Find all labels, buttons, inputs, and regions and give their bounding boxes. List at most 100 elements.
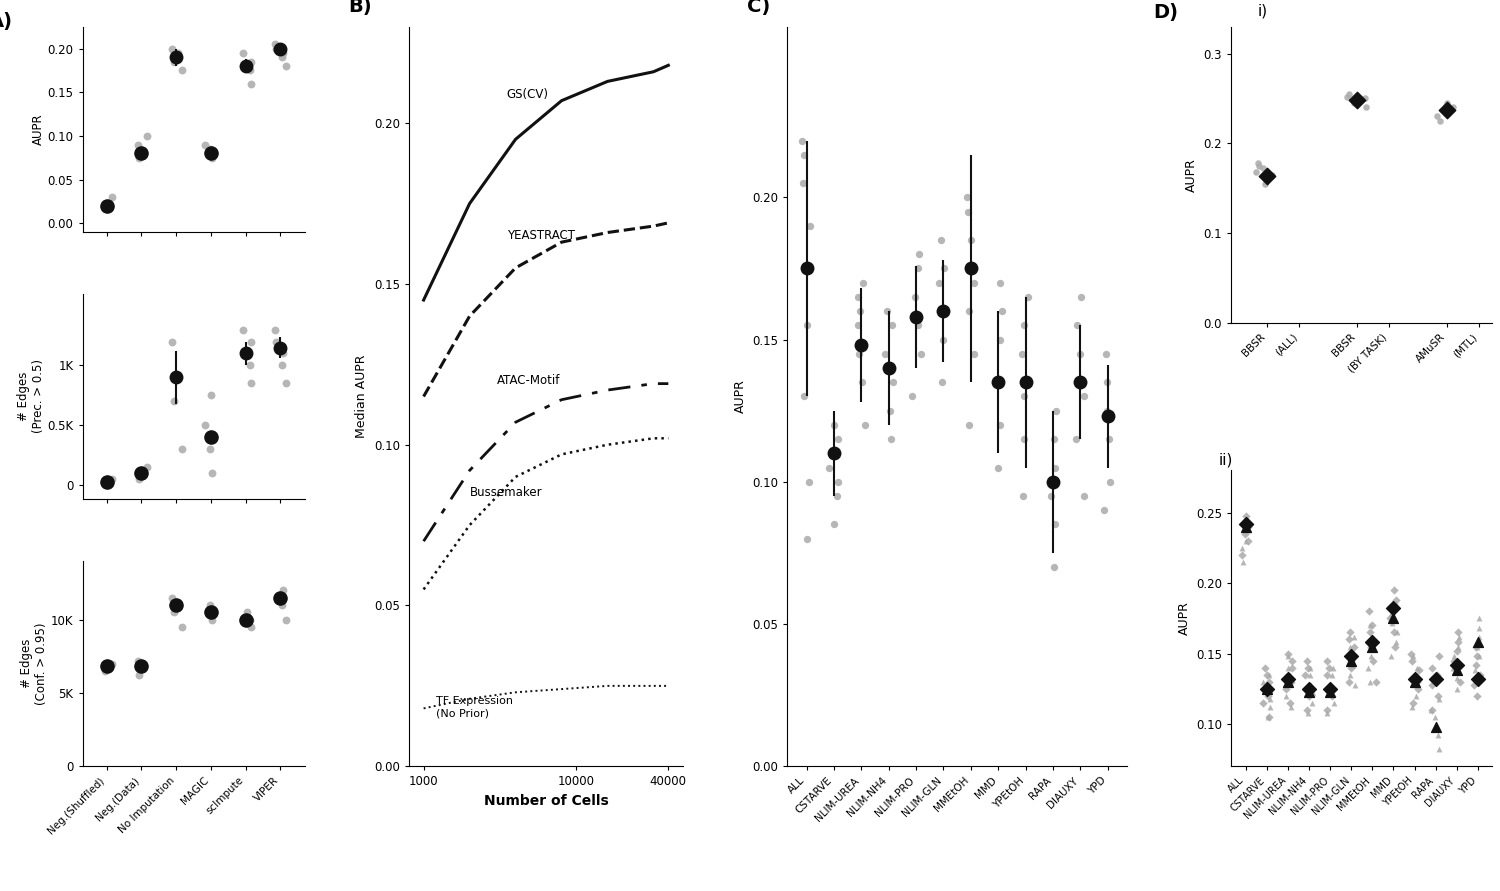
Point <box>238 334 262 348</box>
Point <box>162 605 186 619</box>
Point <box>1094 347 1118 361</box>
Point <box>166 598 190 612</box>
Point <box>932 304 956 318</box>
Point <box>1336 650 1360 664</box>
Point <box>270 358 294 372</box>
Point <box>1344 677 1368 691</box>
Point <box>1360 653 1384 667</box>
Point <box>1466 672 1490 686</box>
Point <box>1300 686 1324 700</box>
Point <box>1252 660 1276 674</box>
Point <box>1425 667 1449 682</box>
Point <box>262 323 286 337</box>
Point <box>1256 667 1280 682</box>
Point <box>200 605 223 619</box>
Point <box>238 376 262 390</box>
Point <box>957 304 981 318</box>
Point <box>1233 517 1257 531</box>
Point <box>1278 667 1302 682</box>
Point <box>1092 503 1116 518</box>
Point <box>932 261 956 275</box>
Point <box>1317 677 1341 691</box>
Point <box>984 375 1008 389</box>
Point <box>1068 347 1092 361</box>
Point <box>1342 640 1366 654</box>
Point <box>1464 640 1488 654</box>
Point <box>790 134 814 148</box>
Point <box>846 290 870 304</box>
Point <box>1011 489 1035 503</box>
Point <box>1428 650 1452 664</box>
Text: C): C) <box>747 0 770 16</box>
Point <box>1359 640 1383 654</box>
Point <box>1236 522 1260 536</box>
Text: GS(CV): GS(CV) <box>507 87 549 101</box>
Point <box>1336 633 1360 647</box>
Point <box>1467 611 1491 625</box>
Point <box>1318 684 1342 699</box>
Point <box>1294 653 1318 667</box>
Point <box>1317 660 1341 674</box>
Point <box>1230 548 1254 562</box>
Point <box>1436 103 1460 118</box>
Point <box>273 376 297 390</box>
Point <box>990 304 1014 318</box>
Point <box>1468 667 1492 682</box>
Point <box>1378 650 1402 664</box>
Point <box>1401 700 1425 715</box>
Point <box>1419 660 1443 674</box>
Point <box>1407 682 1431 696</box>
Point <box>1096 432 1120 446</box>
Point <box>166 371 190 385</box>
Point <box>262 37 286 52</box>
Point <box>1272 677 1296 691</box>
Point <box>1280 674 1304 689</box>
Y-axis label: AUPR: AUPR <box>1185 158 1198 192</box>
Point <box>1340 653 1364 667</box>
Y-axis label: AUPR: AUPR <box>734 380 747 413</box>
Point <box>100 657 124 671</box>
Point <box>879 432 903 446</box>
Text: B): B) <box>348 0 372 16</box>
Point <box>1072 389 1096 404</box>
Point <box>1318 682 1342 696</box>
Point <box>900 389 924 404</box>
Point <box>960 233 984 247</box>
Point <box>1384 635 1408 650</box>
Point <box>1300 696 1324 710</box>
Point <box>1434 105 1458 119</box>
Point <box>847 347 871 361</box>
Point <box>234 347 258 361</box>
Point <box>795 318 819 332</box>
Point <box>962 275 986 290</box>
Text: i): i) <box>1257 3 1268 18</box>
Point <box>1428 114 1452 128</box>
Point <box>927 275 951 290</box>
Point <box>1095 375 1119 389</box>
Point <box>932 332 956 347</box>
Point <box>1236 519 1260 534</box>
Point <box>1341 658 1365 672</box>
Point <box>798 218 822 233</box>
Point <box>987 461 1011 475</box>
Point <box>988 332 1012 347</box>
Point <box>792 148 816 162</box>
Point <box>1335 89 1359 103</box>
Point <box>1464 640 1488 654</box>
Point <box>1298 660 1322 674</box>
Point <box>956 191 980 205</box>
Point <box>1466 689 1490 703</box>
Point <box>1276 650 1300 664</box>
Point <box>160 42 184 56</box>
Point <box>878 404 902 418</box>
Point <box>1016 290 1040 304</box>
Point <box>1095 404 1119 418</box>
Point <box>129 659 153 674</box>
Point <box>1384 593 1408 607</box>
Y-axis label: AUPR: AUPR <box>32 114 45 145</box>
Text: ii): ii) <box>1218 453 1233 468</box>
Point <box>825 489 849 503</box>
Point <box>1323 696 1347 710</box>
Y-axis label: Median AUPR: Median AUPR <box>356 355 368 438</box>
Point <box>1275 647 1299 661</box>
